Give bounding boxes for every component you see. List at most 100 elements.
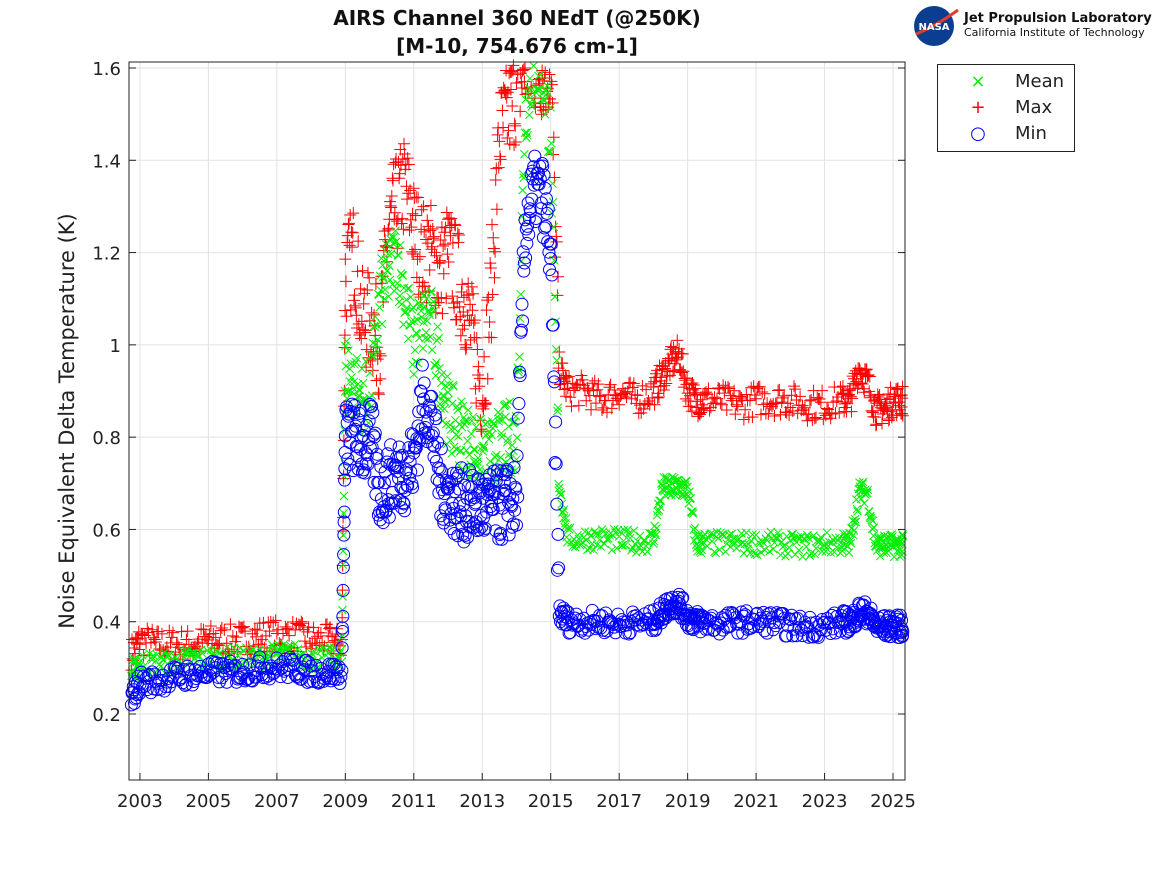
max-point [453,229,466,242]
mean-point [787,530,796,539]
max-point [302,621,315,634]
min-point [431,435,445,449]
mean-point [358,378,368,388]
mean-point [551,344,561,354]
min-point [785,608,799,622]
mean-point [896,545,905,555]
min-point [338,462,352,476]
max-point [455,285,468,298]
min-point [712,627,726,641]
chart-title-line-1: AIRS Channel 360 NEdT (@250K) [333,6,701,30]
mean-point [840,540,850,550]
min-point [148,667,162,681]
min-point [472,523,486,537]
mean-point [620,540,630,550]
mean-point [136,656,146,666]
min-point [494,526,508,540]
max-point [790,393,803,406]
min-point [236,657,250,671]
max-point [442,213,455,226]
max-point [762,407,775,420]
max-point [879,399,892,412]
mean-point [413,315,422,325]
mean-point [622,533,631,543]
max-point [885,411,898,424]
max-point [560,371,573,384]
max-point [789,383,802,396]
max-point [836,387,849,400]
mean-point [826,548,836,557]
mean-point [403,334,413,344]
max-point [397,223,410,236]
max-point [687,383,700,396]
y-tick-label: 1.2 [92,244,121,265]
max-point [770,396,783,409]
min-point [354,430,368,444]
mean-point [656,496,666,506]
min-point [457,535,471,549]
max-point [456,278,469,291]
max-point [450,313,463,326]
mean-point [542,81,552,90]
mean-point [285,641,295,650]
mean-point [157,652,167,662]
max-point [674,363,687,376]
max-point [636,379,649,392]
min-point [507,461,521,475]
max-point [372,388,385,401]
min-point [552,561,566,575]
min-point [144,686,158,700]
min-point [551,527,565,541]
max-point [572,399,585,412]
mean-point [683,482,692,492]
max-point [496,104,509,117]
max-point [467,316,480,329]
max-point [780,406,793,419]
min-point [377,476,391,490]
min-point [538,221,552,235]
min-point [435,465,449,479]
max-point [768,409,781,422]
mean-point [715,545,724,555]
max-point [493,135,506,148]
min-point [387,496,401,510]
mean-point [752,550,762,560]
mean-point [847,523,857,533]
mean-point [594,529,603,539]
max-point [631,389,644,402]
max-point [508,138,521,151]
mean-point [597,525,607,534]
max-point [438,238,451,251]
max-point [857,382,870,395]
mean-point [471,422,481,432]
max-point [794,390,807,403]
max-point [896,380,909,393]
max-point [718,387,731,400]
max-point [407,182,420,195]
mean-point [480,419,490,429]
mean-point [409,369,419,379]
max-point [424,224,437,237]
max-point [873,389,886,402]
max-point [773,383,786,396]
min-point [337,528,351,542]
mean-point [776,550,785,560]
mean-point [420,301,430,311]
mean-point [649,536,659,546]
max-point [467,287,480,300]
max-point [195,623,208,636]
mean-point [690,523,700,533]
series-mean [127,61,908,683]
mean-point [784,543,794,552]
min-point [525,192,539,206]
legend-item-max: + Max [938,95,1074,121]
plot-frame [128,61,906,781]
min-point [397,497,411,511]
max-point [494,153,507,166]
max-point [746,411,759,424]
min-point [811,630,825,644]
max-point [847,372,860,385]
min-point [517,264,531,278]
mean-point [545,147,555,157]
min-point [334,669,348,683]
